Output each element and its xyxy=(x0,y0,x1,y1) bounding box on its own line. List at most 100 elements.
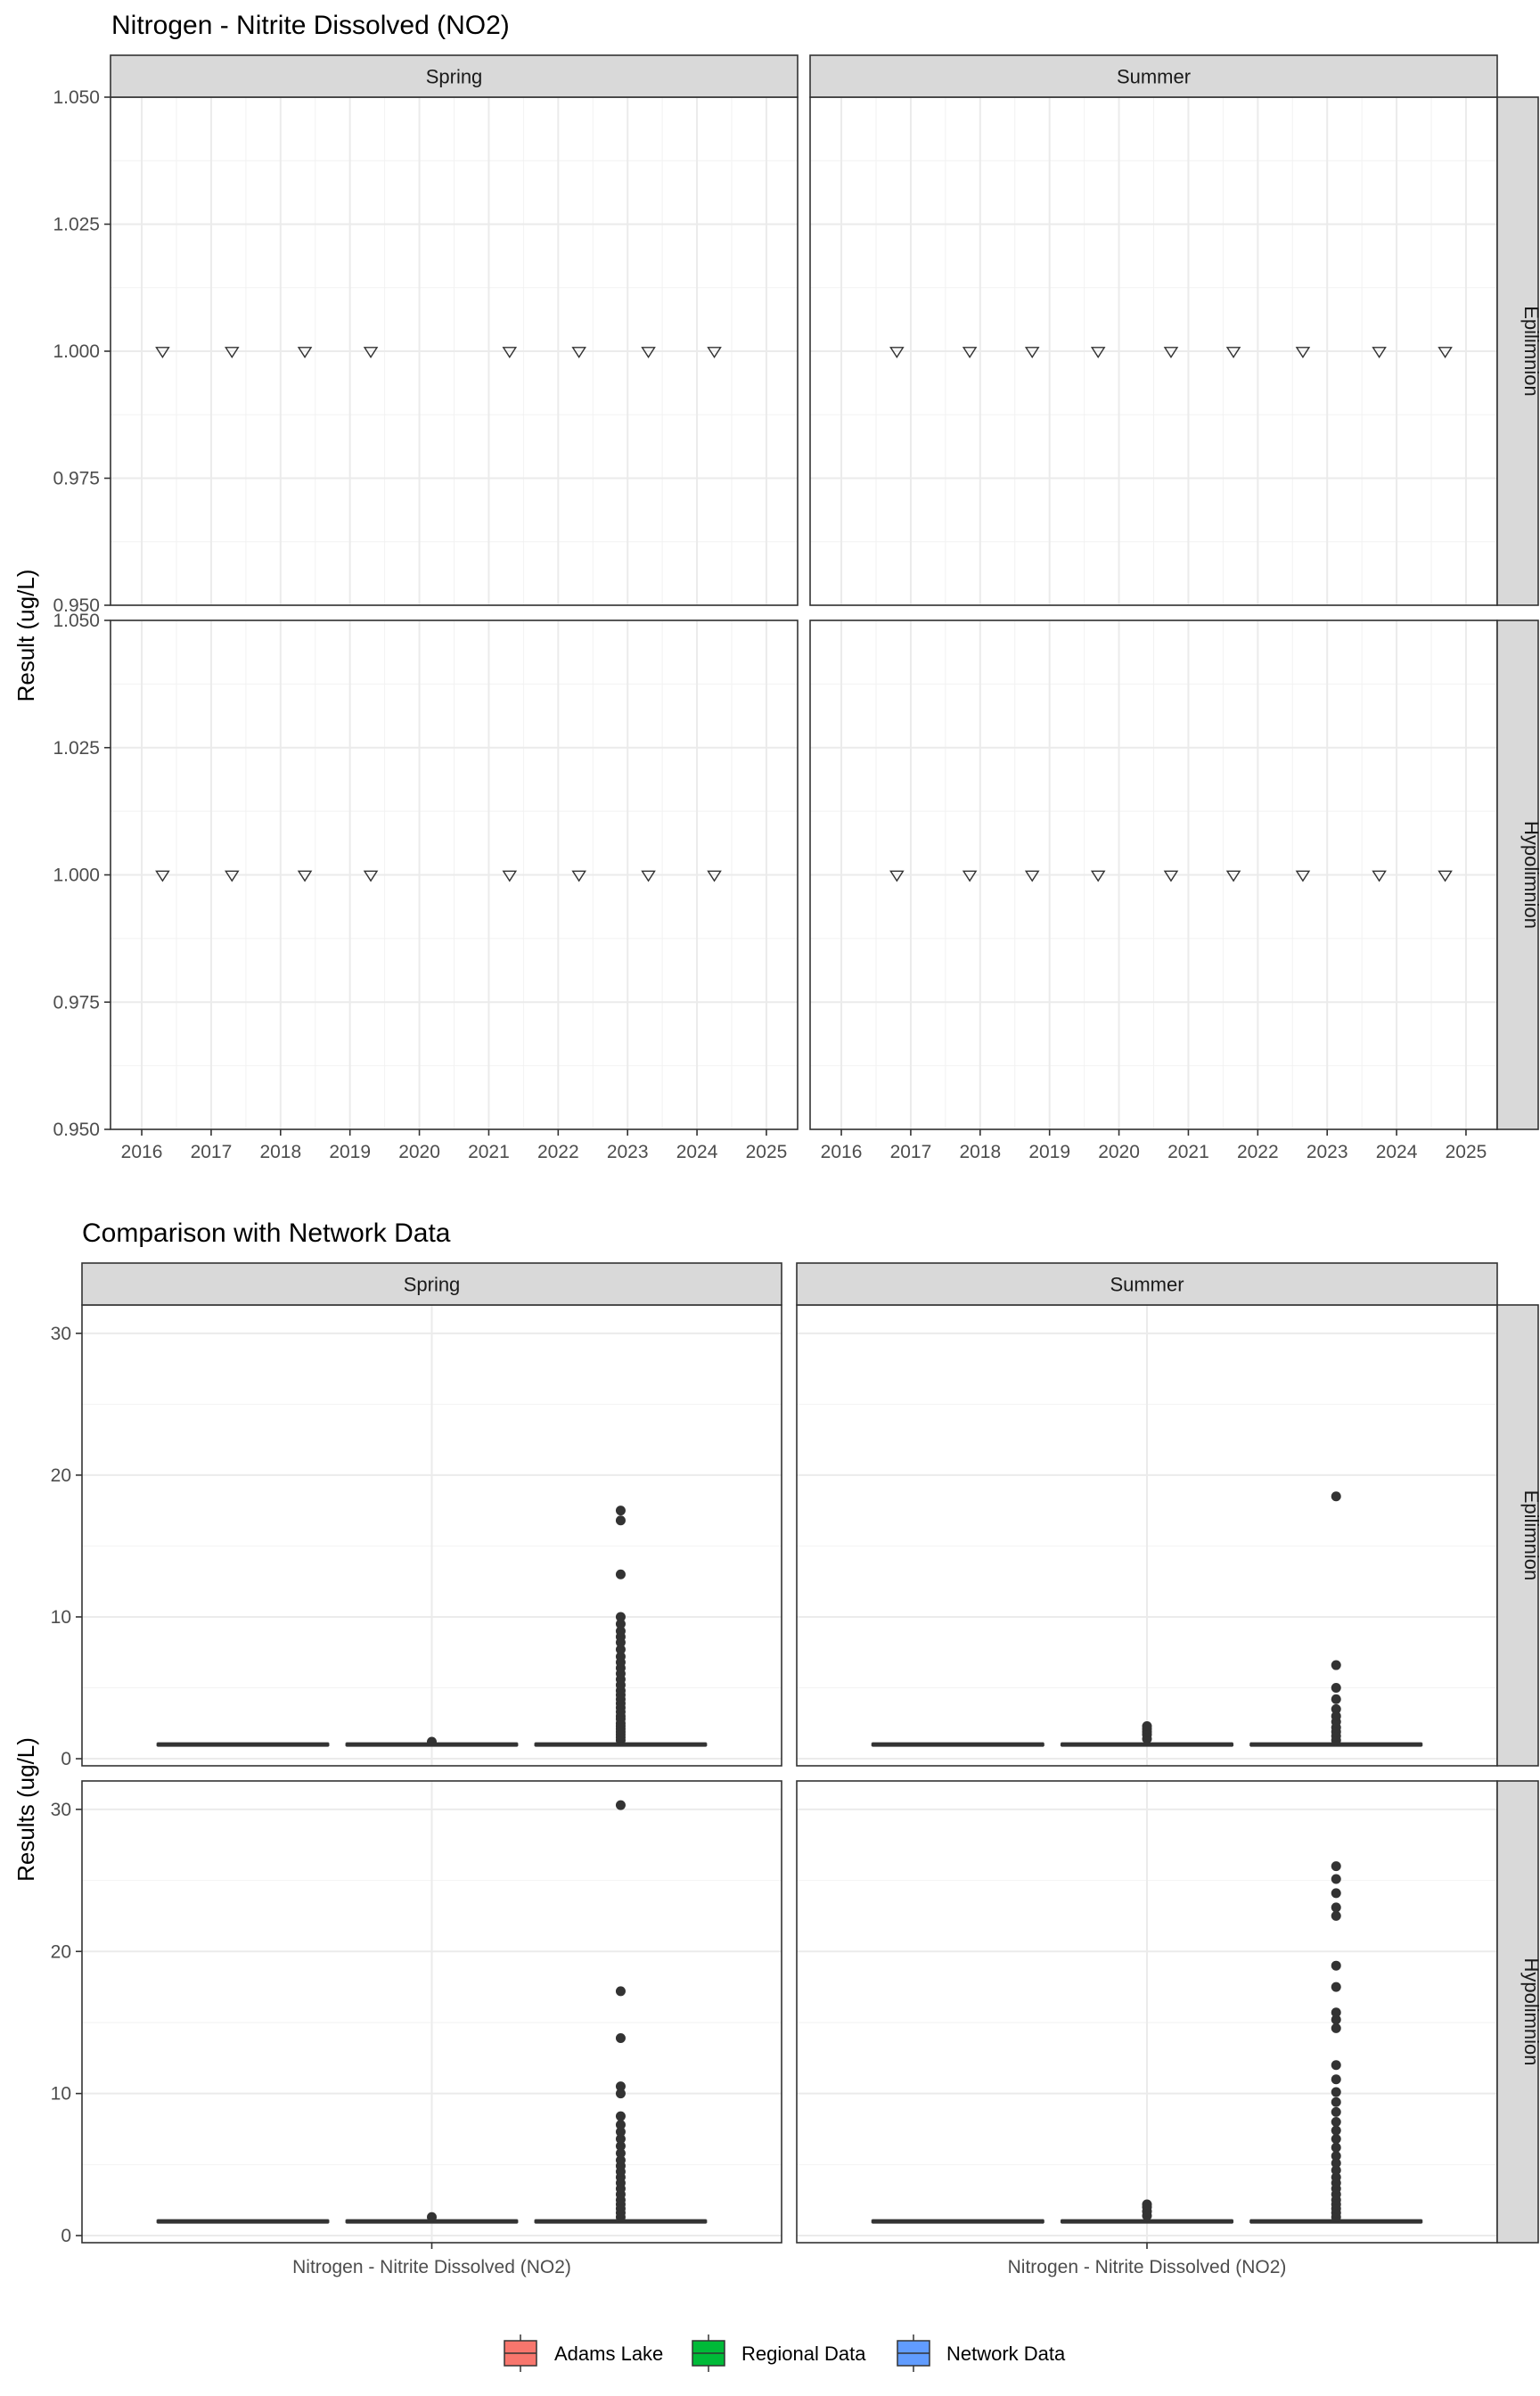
outlier-point xyxy=(615,2141,626,2152)
data-point xyxy=(1372,870,1387,882)
outlier-point xyxy=(615,2134,626,2145)
facet-strip-hypolimnion xyxy=(1496,620,1539,1130)
data-point xyxy=(962,870,978,882)
x-tick-label: 2023 xyxy=(1307,1142,1348,1162)
data-point xyxy=(1163,870,1179,882)
outlier-point xyxy=(615,1506,626,1516)
x-tick-label: 2023 xyxy=(607,1142,649,1162)
outlier-point xyxy=(1331,1660,1341,1670)
data-point xyxy=(502,347,518,358)
chart1-title: Nitrogen - Nitrite Dissolved (NO2) xyxy=(111,11,510,40)
outlier-point xyxy=(615,1986,626,1997)
y-tick-label: 30 xyxy=(51,1324,71,1344)
facet-strip-label: Hypolimnion xyxy=(1520,1957,1540,2065)
outlier-point xyxy=(427,2211,437,2222)
data-point xyxy=(889,870,905,882)
outlier-point xyxy=(1331,2087,1341,2097)
data-point xyxy=(889,347,905,358)
legend-label: Regional Data xyxy=(741,2343,866,2365)
chart2-y-axis-label: Results (ug/L) xyxy=(12,1737,39,1882)
outlier-point xyxy=(615,2088,626,2099)
x-tick-label: 2021 xyxy=(468,1142,510,1162)
outlier-point xyxy=(1331,1694,1341,1704)
outlier-point xyxy=(615,1569,626,1580)
x-tick-label: 2024 xyxy=(676,1142,718,1162)
y-tick-label: 0.975 xyxy=(53,992,100,1013)
outlier-point xyxy=(1331,1874,1341,1884)
outlier-point xyxy=(1331,2007,1341,2018)
x-tick-label: 2021 xyxy=(1167,1142,1209,1162)
outlier-point xyxy=(1331,2158,1341,2169)
data-point xyxy=(1090,347,1106,358)
outlier-point xyxy=(1331,1982,1341,1992)
legend-label: Adams Lake xyxy=(554,2343,663,2365)
chart2-panels xyxy=(81,1304,1498,2244)
y-tick-label: 1.050 xyxy=(53,611,100,631)
outlier-point xyxy=(1331,2151,1341,2162)
y-tick-label: 0.950 xyxy=(53,595,100,616)
data-point xyxy=(363,347,379,358)
data-point xyxy=(1295,870,1311,882)
outlier-point xyxy=(615,1645,626,1655)
facet-strip-label: Summer xyxy=(1117,66,1191,88)
y-tick-label: 0.950 xyxy=(53,1120,100,1140)
outlier-point xyxy=(615,1515,626,1526)
y-tick-label: 1.000 xyxy=(53,866,100,886)
facet-strip-label: Epilimnion xyxy=(1520,1490,1540,1581)
x-tick-label: 2022 xyxy=(1237,1142,1279,1162)
data-point xyxy=(1024,870,1040,882)
outlier-point xyxy=(1331,2074,1341,2085)
data-point xyxy=(641,870,656,882)
outlier-point xyxy=(427,1736,437,1747)
data-point xyxy=(1163,347,1179,358)
x-tick-label: 2025 xyxy=(746,1142,788,1162)
outlier-point xyxy=(615,2120,626,2130)
chart2-axes: 0 10 20 30 0 10 20 30 Nitrogen - Nitrite Dissolv… xyxy=(51,1324,1287,2277)
outlier-point xyxy=(1331,2106,1341,2117)
x-tick-label: 2016 xyxy=(821,1142,863,1162)
data-point xyxy=(225,870,240,882)
legend-label: Network Data xyxy=(946,2343,1066,2365)
y-tick-label: 0.975 xyxy=(53,469,100,489)
outlier-point xyxy=(1142,2199,1152,2210)
outlier-point xyxy=(1331,2142,1341,2153)
x-tick-label: 2022 xyxy=(537,1142,579,1162)
x-tick-label: 2025 xyxy=(1446,1142,1487,1162)
chart1-y-axis-label: Result (ug/L) xyxy=(12,570,39,702)
y-tick-label: 1.050 xyxy=(53,87,100,108)
x-tick-label: 2017 xyxy=(890,1142,932,1162)
outlier-point xyxy=(615,1619,626,1629)
data-point xyxy=(225,347,240,358)
facet-strip-hypolimnion xyxy=(1496,1780,1539,2244)
data-point xyxy=(1438,870,1453,882)
x-tick-label: 2024 xyxy=(1376,1142,1418,1162)
data-point xyxy=(1372,347,1387,358)
outlier-point xyxy=(1331,1902,1341,1913)
data-point xyxy=(571,347,586,358)
outlier-point xyxy=(1331,1491,1341,1502)
data-point xyxy=(363,870,379,882)
outlier-point xyxy=(615,2111,626,2121)
outlier-point xyxy=(1142,1720,1152,1731)
outlier-point xyxy=(615,2155,626,2166)
outlier-point xyxy=(1331,1711,1341,1721)
data-point xyxy=(1295,347,1311,358)
facet-strip-label: Hypolimnion xyxy=(1520,821,1540,929)
x-tick-label: 2019 xyxy=(329,1142,371,1162)
facet-strip-label: Spring xyxy=(426,66,483,88)
data-point xyxy=(155,347,170,358)
data-point xyxy=(641,347,656,358)
data-point xyxy=(1225,870,1241,882)
y-tick-label: 30 xyxy=(51,1800,71,1820)
data-point xyxy=(1090,870,1106,882)
data-point xyxy=(962,347,978,358)
facet-strip-epilimnion xyxy=(1496,96,1539,606)
facet-strip-label: Summer xyxy=(1110,1274,1184,1296)
x-tick-label: 2020 xyxy=(398,1142,440,1162)
y-tick-label: 20 xyxy=(51,1465,71,1486)
outlier-point xyxy=(1331,2014,1341,2025)
outlier-point xyxy=(615,1800,626,1810)
x-tick-label: 2016 xyxy=(121,1142,163,1162)
outlier-point xyxy=(1331,1910,1341,1921)
chart2-facet-strips: Spring Summer Epilimnion Hypolimnion xyxy=(81,1262,1540,2244)
